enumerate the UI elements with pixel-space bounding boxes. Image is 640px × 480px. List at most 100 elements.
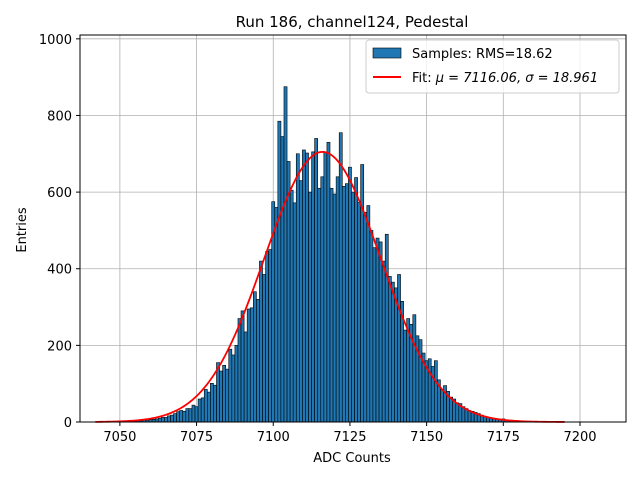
histogram-bar [210, 382, 214, 423]
histogram-bar [228, 348, 233, 423]
histogram-bar [167, 415, 171, 423]
legend-fit-prefix: Fit: [412, 71, 436, 86]
histogram-bar [237, 318, 242, 423]
histogram-bar [170, 414, 174, 423]
histogram-bar [295, 153, 300, 423]
histogram-bar [394, 287, 398, 423]
y-tick-label: 200 [47, 339, 72, 354]
y-tick-label: 600 [47, 186, 72, 201]
legend-fit-mu: μ = 7116.06, [435, 71, 525, 86]
histogram-bar [348, 166, 352, 423]
histogram-bar [302, 149, 306, 423]
histogram-bar [200, 397, 205, 423]
histogram-bar [351, 191, 355, 423]
histogram-bar [265, 251, 269, 423]
histogram-bar [397, 274, 401, 423]
y-tick-label: 400 [47, 263, 72, 278]
histogram-bar [372, 247, 377, 423]
plot-frame [79, 34, 627, 423]
legend-samples-label: Samples: RMS=18.62 [412, 47, 553, 62]
x-tick-label: 7050 [103, 430, 136, 445]
histogram-bar [253, 291, 257, 423]
histogram-bar [222, 364, 227, 423]
histogram-bar [292, 202, 297, 423]
histogram-bar [332, 193, 337, 423]
histogram-bar [387, 276, 392, 423]
x-tick-label: 7100 [257, 430, 290, 445]
axis-ticks: 7050 7075 7100 7125 7150 7175 7200 0 200 400 600 80… [39, 33, 597, 445]
histogram-bar [433, 360, 438, 423]
histogram-bar [378, 241, 383, 423]
histogram-bar [345, 183, 349, 423]
histogram-bar [277, 120, 282, 423]
histogram-bar [354, 177, 358, 423]
histogram-bar [363, 212, 368, 423]
histogram-bar [256, 299, 260, 423]
histogram-bar [375, 237, 380, 423]
legend: Samples: RMS=18.62 Fit: μ = 7116.06, σ =… [365, 39, 620, 94]
histogram-bar [173, 413, 177, 423]
y-tick-label: 1000 [39, 33, 72, 48]
histogram-bar [185, 408, 190, 423]
histogram-bar [206, 391, 211, 423]
histogram-bar [203, 389, 208, 423]
histogram-bar [341, 186, 346, 423]
histogram-bar [157, 417, 162, 423]
histogram-bar [311, 151, 315, 423]
x-tick-label: 7125 [333, 430, 366, 445]
legend-fit-label: Fit: μ = 7116.06, σ = 18.961 [412, 71, 598, 86]
histogram-bar [246, 308, 251, 423]
histogram-bar [176, 411, 180, 423]
histogram-bar [249, 307, 254, 423]
gaussian-fit-curve [95, 150, 565, 423]
y-axis-label: Entries [15, 207, 30, 253]
histogram-bar [240, 310, 245, 423]
histogram-bar [440, 389, 444, 423]
histogram-bar [182, 410, 187, 423]
histogram-bar [274, 207, 279, 423]
histogram-bar [335, 176, 340, 423]
histogram-bar [427, 358, 432, 423]
histogram-bar [384, 233, 389, 423]
legend-box [365, 39, 620, 94]
y-tick-label: 0 [64, 416, 72, 431]
histogram-bar [164, 417, 168, 423]
histogram-bar [329, 187, 334, 423]
legend-fit-sigma: σ = 18.961 [525, 71, 598, 86]
histogram-bar [369, 230, 374, 423]
chart-title: Run 186, channel124, Pedestal [236, 13, 469, 31]
histogram-bar [268, 249, 273, 423]
histogram-bar [194, 406, 199, 423]
legend-samples-swatch [372, 47, 402, 59]
histogram-bar [283, 86, 288, 423]
histogram-bar [160, 417, 165, 423]
histogram-bar [317, 187, 322, 423]
histogram-bar [381, 260, 386, 423]
histogram-bar [280, 136, 285, 423]
histogram-bar [418, 339, 423, 423]
histogram-bar [326, 141, 331, 423]
histogram-bar [262, 274, 266, 423]
histogram-bar [286, 161, 291, 423]
histogram-bar [357, 202, 361, 423]
histogram-bar [314, 138, 319, 423]
histogram-bar [323, 151, 328, 423]
fit-curve-layer [95, 150, 565, 423]
x-tick-label: 7075 [180, 430, 213, 445]
histogram-bar [289, 189, 294, 423]
histogram-bar [338, 132, 343, 423]
histogram-bar [234, 345, 239, 423]
histogram-bar [320, 176, 325, 423]
histogram-bar [412, 314, 417, 423]
histogram-bar [305, 152, 309, 423]
histogram-bar [403, 329, 407, 423]
histogram-bar [308, 191, 312, 423]
histogram-bar [179, 410, 184, 423]
x-tick-label: 7175 [487, 430, 520, 445]
y-tick-label: 800 [47, 109, 72, 124]
histogram-bar [219, 370, 223, 423]
histogram-bar [366, 205, 371, 423]
histogram-bar [299, 180, 303, 423]
